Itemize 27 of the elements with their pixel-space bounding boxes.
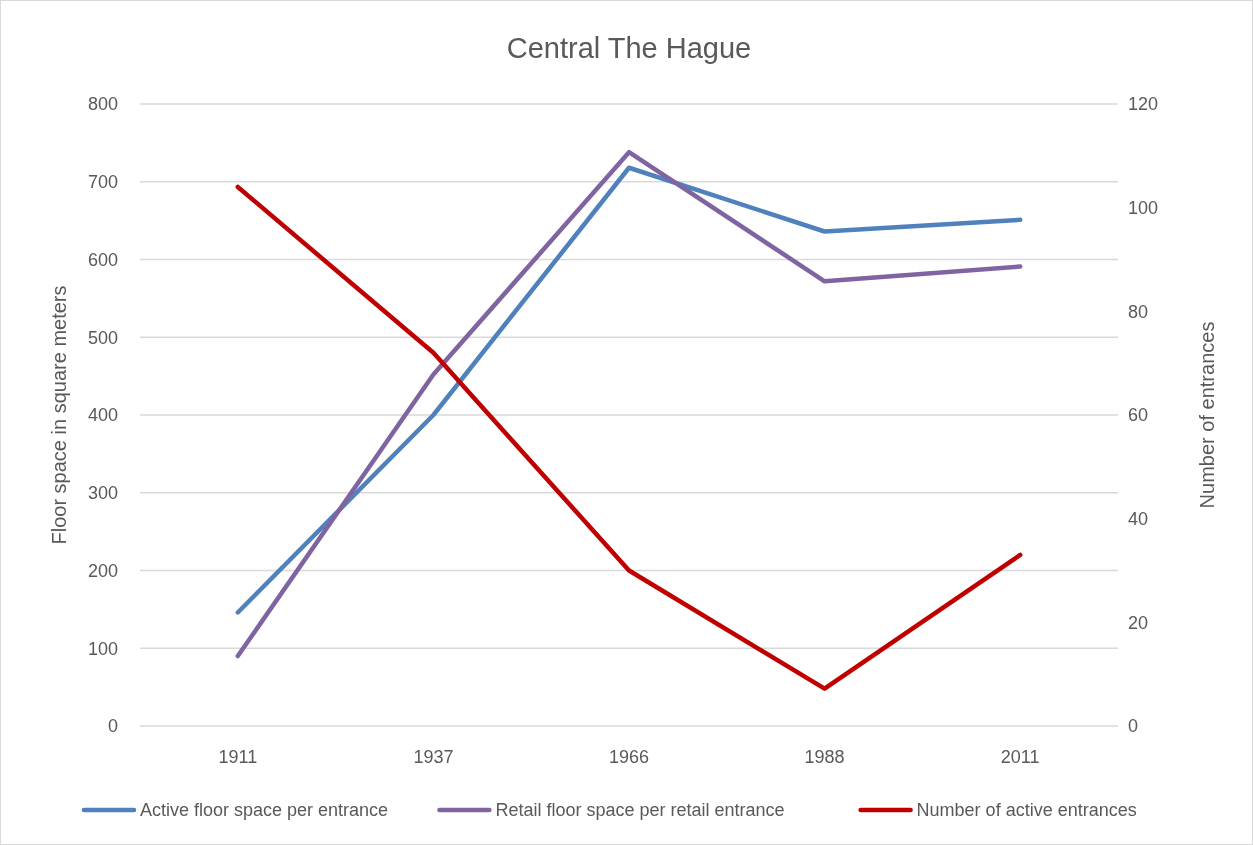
x-tick-label: 2011 <box>1000 747 1040 767</box>
y2-tick-label: 60 <box>1128 405 1149 426</box>
y-tick-label: 600 <box>87 249 118 270</box>
x-tick-label: 1988 <box>804 747 845 767</box>
y-tick-label: 400 <box>87 405 118 426</box>
y-tick-label: 700 <box>87 172 118 193</box>
y-tick-label: 200 <box>87 560 118 581</box>
y-axis-title: Floor space in square meters <box>48 285 70 545</box>
x-tick-label: 1911 <box>218 747 258 767</box>
y-tick-label: 500 <box>87 327 118 348</box>
x-tick-label: 1966 <box>608 747 650 767</box>
y2-tick-label: 100 <box>1128 197 1159 218</box>
y2-tick-label: 0 <box>1128 716 1139 737</box>
y2-tick-label: 40 <box>1128 508 1149 529</box>
legend-label: Active floor space per entrance <box>140 800 389 821</box>
chart-title: Central The Hague <box>506 32 752 64</box>
y-tick-label: 800 <box>87 94 118 115</box>
y2-tick-label: 20 <box>1128 612 1149 633</box>
legend-label: Number of active entrances <box>916 800 1137 821</box>
x-tick-label: 1937 <box>413 747 454 767</box>
y2-axis-title: Number of entrances <box>1196 321 1218 509</box>
y-tick-label: 300 <box>87 483 118 504</box>
y2-tick-label: 120 <box>1128 94 1159 115</box>
y-tick-label: 100 <box>87 638 118 659</box>
y-tick-label: 0 <box>107 716 118 737</box>
legend-label: Retail floor space per retail entrance <box>495 800 785 821</box>
y2-tick-label: 80 <box>1128 301 1149 322</box>
